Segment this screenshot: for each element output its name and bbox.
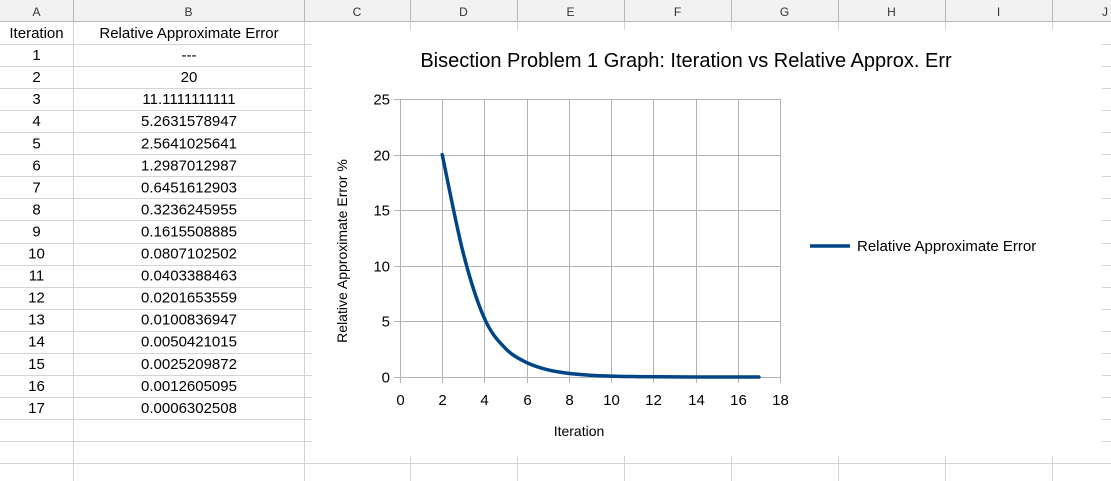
column-header-a[interactable]: A: [32, 5, 40, 19]
x-tick-label: 0: [396, 392, 404, 409]
column-header-d[interactable]: D: [459, 5, 468, 19]
cell-iteration[interactable]: 4: [32, 113, 40, 130]
cell-iteration[interactable]: 8: [32, 201, 40, 218]
cell-error[interactable]: 0.6451612903: [141, 179, 237, 196]
cell-iteration[interactable]: 7: [32, 179, 40, 196]
x-tick-label: 16: [730, 392, 747, 409]
cell-error[interactable]: 0.1615508885: [141, 223, 237, 240]
cell-error[interactable]: ---: [182, 47, 197, 64]
cell-error[interactable]: 5.2631578947: [141, 113, 237, 130]
data-point: [525, 361, 528, 364]
data-point: [546, 368, 549, 371]
data-point: [673, 375, 676, 378]
cell-iteration[interactable]: 3: [32, 91, 40, 108]
data-point: [652, 375, 655, 378]
data-point: [715, 375, 718, 378]
column-header-b[interactable]: B: [184, 5, 192, 19]
cell-error[interactable]: 0.0050421015: [141, 334, 237, 351]
cell-error[interactable]: 0.0012605095: [141, 378, 237, 395]
y-tick-label: 10: [373, 259, 390, 276]
chart[interactable]: 0 5 10 15 20 25 0 2 4 6 8 10 12 14 16 18: [312, 30, 1102, 456]
cell-iteration[interactable]: 17: [28, 400, 45, 417]
cell-iteration[interactable]: 12: [28, 290, 45, 307]
x-tick-label: 6: [523, 392, 531, 409]
column-header-i[interactable]: I: [997, 5, 1000, 19]
chart-background: [312, 30, 1102, 456]
x-tick-label: 8: [565, 392, 573, 409]
cell-error[interactable]: 1.2987012987: [141, 157, 237, 174]
y-tick-label: 15: [373, 203, 390, 220]
cell-iteration[interactable]: 14: [28, 334, 45, 351]
cell-error[interactable]: 11.1111111111: [142, 91, 235, 108]
column-header-j[interactable]: J: [1102, 5, 1108, 19]
cell-iteration[interactable]: 2: [32, 69, 40, 86]
x-tick-label: 10: [603, 392, 620, 409]
data-point: [567, 372, 570, 375]
data-point: [589, 374, 592, 377]
cell-header-iteration[interactable]: Iteration: [9, 25, 63, 42]
y-tick-label: 25: [373, 92, 390, 109]
cell-iteration[interactable]: 6: [32, 157, 40, 174]
column-header-g[interactable]: G: [780, 5, 789, 19]
chart-gridlines: [394, 99, 781, 383]
cell-error[interactable]: 20: [181, 69, 198, 86]
cell-iteration[interactable]: 5: [32, 135, 40, 152]
data-point: [483, 317, 486, 320]
x-tick-label: 2: [438, 392, 446, 409]
column-header-h[interactable]: H: [887, 5, 896, 19]
cell-iteration[interactable]: 9: [32, 223, 40, 240]
data-point: [694, 375, 697, 378]
data-point: [736, 375, 739, 378]
y-tick-label: 5: [382, 314, 390, 331]
cell-iteration[interactable]: 11: [29, 268, 45, 285]
cell-error[interactable]: 0.3236245955: [141, 201, 237, 218]
cell-error[interactable]: 0.0807102502: [141, 246, 237, 263]
cell-iteration[interactable]: 15: [28, 356, 45, 373]
column-header-e[interactable]: E: [566, 5, 574, 19]
data-point: [631, 375, 634, 378]
data-point: [462, 252, 465, 255]
y-tick-label: 0: [382, 370, 390, 387]
cell-error[interactable]: 2.5641025641: [141, 135, 237, 152]
cell-error[interactable]: 0.0201653559: [141, 290, 237, 307]
x-tick-label: 4: [480, 392, 488, 409]
column-header-bar: [0, 0, 1111, 21]
cell-error[interactable]: 0.0006302508: [141, 400, 237, 417]
cell-error[interactable]: 0.0403388463: [141, 268, 237, 285]
cell-iteration[interactable]: 10: [28, 246, 45, 263]
x-tick-label: 12: [645, 392, 662, 409]
data-point: [757, 375, 760, 378]
data-point: [441, 153, 444, 156]
cell-iteration[interactable]: 1: [32, 47, 40, 64]
cell-iteration[interactable]: 13: [28, 312, 45, 329]
column-header-f[interactable]: F: [674, 5, 681, 19]
y-tick-label: 20: [373, 148, 390, 165]
data-point: [504, 347, 507, 350]
series-line-relative-approximate-error: [440, 152, 761, 379]
x-tick-label: 14: [688, 392, 705, 409]
cell-iteration[interactable]: 16: [28, 378, 45, 395]
column-header-c[interactable]: C: [353, 5, 362, 19]
cell-header-error[interactable]: Relative Approximate Error: [99, 25, 278, 42]
x-tick-label: 18: [772, 392, 789, 409]
cell-error[interactable]: 0.0100836947: [141, 312, 237, 329]
data-point: [610, 375, 613, 378]
cell-error[interactable]: 0.0025209872: [141, 356, 237, 373]
